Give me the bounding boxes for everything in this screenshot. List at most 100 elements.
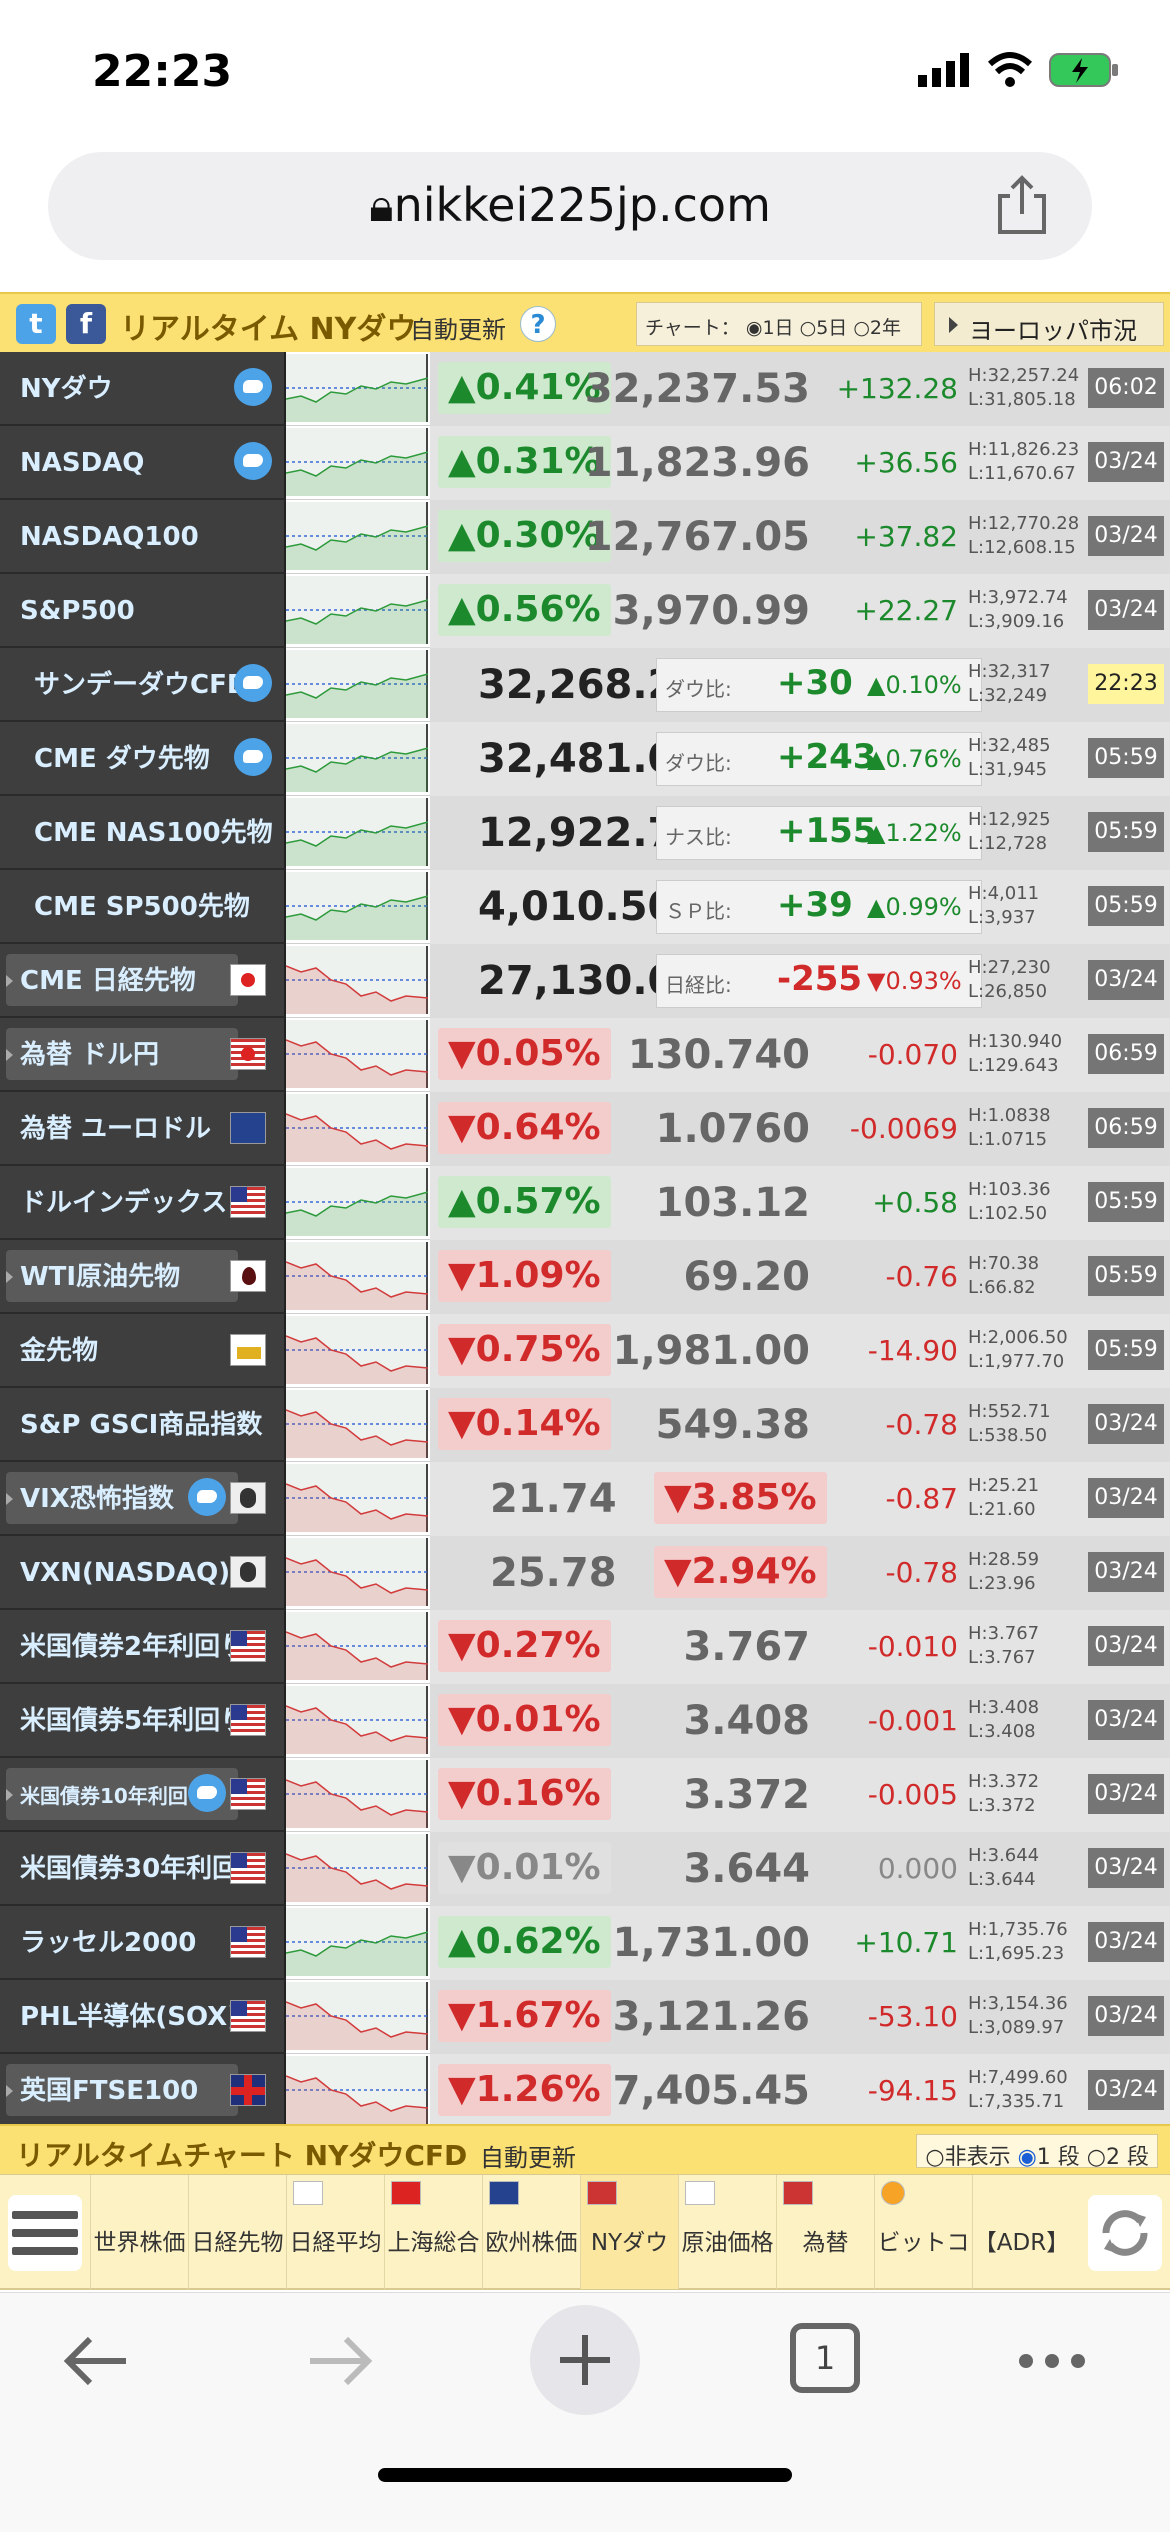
twitter-icon[interactable] <box>188 1774 226 1812</box>
sparkline-chart[interactable] <box>285 1612 429 1680</box>
quote-name-cell[interactable]: CME 日経先物 <box>0 944 286 1018</box>
quote-name-cell[interactable]: NASDAQ100 <box>0 500 286 574</box>
quote-name-cell[interactable]: CME SP500先物 <box>0 870 286 944</box>
menu-icon[interactable] <box>8 2195 82 2271</box>
sparkline-chart[interactable] <box>285 1316 429 1384</box>
quote-name-cell[interactable]: 為替 ユーロドル <box>0 1092 286 1166</box>
forward-icon[interactable] <box>304 2331 376 2391</box>
quote-name-cell[interactable]: NASDAQ <box>0 426 286 500</box>
address-bar[interactable]: 🔒︎nikkei225jp.com <box>48 152 1092 260</box>
nav-tab[interactable]: 【ADR】 <box>972 2175 1070 2289</box>
nav-tab[interactable]: 世界株価 <box>90 2175 188 2289</box>
twitter-icon[interactable]: t <box>16 304 56 344</box>
quote-row[interactable]: NYダウ ▲0.41% 32,237.53 +132.28 H:32,257.24… <box>0 352 1170 426</box>
quote-name-cell[interactable]: ドルインデックス <box>0 1166 286 1240</box>
sparkline-chart[interactable] <box>285 1686 429 1754</box>
europe-market-link[interactable]: ヨーロッパ市況 <box>934 302 1164 346</box>
quote-row[interactable]: S&P GSCI商品指数 ▼0.14% 549.38 -0.78 H:552.71… <box>0 1388 1170 1462</box>
quote-row[interactable]: CME NAS100先物 12,922.75 ナス比: +155 ▲1.22% … <box>0 796 1170 870</box>
expand-button[interactable] <box>6 1028 238 1080</box>
quote-row[interactable]: サンデーダウCFD 32,268.20 ダウ比: +30 ▲0.10% H:32… <box>0 648 1170 722</box>
quote-row[interactable]: ラッセル2000 ▲0.62% 1,731.00 +10.71 H:1,735.7… <box>0 1906 1170 1980</box>
quote-row[interactable]: VIX恐怖指数 21.74 ▼3.85% -0.87 H:25.21 L:21.60… <box>0 1462 1170 1536</box>
quote-row[interactable]: 金先物 ▼0.75% 1,981.00 -14.90 H:2,006.50 L:1,… <box>0 1314 1170 1388</box>
twitter-icon[interactable] <box>188 1478 226 1516</box>
nav-tab[interactable]: 原油価格 <box>678 2175 776 2289</box>
sparkline-chart[interactable] <box>285 1538 429 1606</box>
quote-name-cell[interactable]: ラッセル2000 <box>0 1906 286 1980</box>
sparkline-chart[interactable] <box>285 1464 429 1532</box>
quote-row[interactable]: 米国債券2年利回り ▼0.27% 3.767 -0.010 H:3.767 L:3.… <box>0 1610 1170 1684</box>
quote-name-cell[interactable]: 米国債券2年利回り <box>0 1610 286 1684</box>
share-icon[interactable] <box>992 174 1052 236</box>
quote-row[interactable]: 米国債券10年利回り ▼0.16% 3.372 -0.005 H:3.372 L:3… <box>0 1758 1170 1832</box>
radio-1row[interactable]: ◉ <box>1017 2145 1037 2170</box>
sparkline-chart[interactable] <box>285 1982 429 2050</box>
nav-tab[interactable]: 欧州株価 <box>482 2175 580 2289</box>
quote-row[interactable]: NASDAQ ▲0.31% 11,823.96 +36.56 H:11,826.2… <box>0 426 1170 500</box>
sparkline-chart[interactable] <box>285 798 429 866</box>
facebook-icon[interactable]: f <box>66 304 106 344</box>
quote-name-cell[interactable]: 金先物 <box>0 1314 286 1388</box>
quote-name-cell[interactable]: 米国債券10年利回り <box>0 1758 286 1832</box>
nav-tab[interactable]: 日経先物 <box>188 2175 286 2289</box>
sparkline-chart[interactable] <box>285 354 429 422</box>
sparkline-chart[interactable] <box>285 872 429 940</box>
quote-row[interactable]: 米国債券30年利回り ▼0.01% 3.644 0.000 H:3.644 L:3.… <box>0 1832 1170 1906</box>
quote-name-cell[interactable]: NYダウ <box>0 352 286 426</box>
quote-row[interactable]: PHL半導体(SOX) ▼1.67% 3,121.26 -53.10 H:3,15… <box>0 1980 1170 2054</box>
back-icon[interactable] <box>60 2331 132 2391</box>
sparkline-chart[interactable] <box>285 650 429 718</box>
sparkline-chart[interactable] <box>285 724 429 792</box>
sparkline-chart[interactable] <box>285 502 429 570</box>
refresh-icon[interactable] <box>1088 2195 1162 2271</box>
sparkline-chart[interactable] <box>285 1242 429 1310</box>
quote-name-cell[interactable]: WTI原油先物 <box>0 1240 286 1314</box>
sparkline-chart[interactable] <box>285 946 429 1014</box>
quote-name-cell[interactable]: S&P500 <box>0 574 286 648</box>
tabs-button[interactable]: 1 <box>790 2323 860 2393</box>
radio-5d[interactable]: ○5日 <box>799 317 848 339</box>
quote-row[interactable]: NASDAQ100 ▲0.30% 12,767.05 +37.82 H:12,77… <box>0 500 1170 574</box>
twitter-icon[interactable] <box>234 738 272 776</box>
nav-tab[interactable]: 上海総合 <box>384 2175 482 2289</box>
help-icon[interactable]: ? <box>520 306 556 342</box>
sparkline-chart[interactable] <box>285 428 429 496</box>
sparkline-chart[interactable] <box>285 1168 429 1236</box>
sparkline-chart[interactable] <box>285 576 429 644</box>
quote-row[interactable]: VXN(NASDAQ) 25.78 ▼2.94% -0.78 H:28.59 L:2… <box>0 1536 1170 1610</box>
nav-tab[interactable]: NYダウ <box>580 2175 678 2289</box>
quote-row[interactable]: WTI原油先物 ▼1.09% 69.20 -0.76 H:70.38 L:66.82… <box>0 1240 1170 1314</box>
radio-2y[interactable]: ○2年 <box>853 317 902 339</box>
quote-name-cell[interactable]: VXN(NASDAQ) <box>0 1536 286 1610</box>
quote-row[interactable]: 英国FTSE100 ▼1.26% 7,405.45 -94.15 H:7,499.… <box>0 2054 1170 2128</box>
twitter-icon[interactable] <box>234 442 272 480</box>
quote-name-cell[interactable]: CME NAS100先物 <box>0 796 286 870</box>
nav-tab[interactable]: 日経平均 <box>286 2175 384 2289</box>
sparkline-chart[interactable] <box>285 1094 429 1162</box>
twitter-icon[interactable] <box>234 368 272 406</box>
quote-row[interactable]: ドルインデックス ▲0.57% 103.12 +0.58 H:103.36 L:10… <box>0 1166 1170 1240</box>
nav-tab[interactable]: 為替 <box>776 2175 874 2289</box>
quote-row[interactable]: CME ダウ先物 32,481.00 ダウ比: +243 ▲0.76% H:32… <box>0 722 1170 796</box>
sparkline-chart[interactable] <box>285 1760 429 1828</box>
quote-row[interactable]: 為替 ユーロドル ▼0.64% 1.0760 -0.0069 H:1.0838 L:… <box>0 1092 1170 1166</box>
radio-2row[interactable]: ○2 段 <box>1086 2145 1149 2170</box>
more-icon[interactable] <box>1016 2331 1088 2391</box>
quote-name-cell[interactable]: VIX恐怖指数 <box>0 1462 286 1536</box>
quote-name-cell[interactable]: 米国債券5年利回り <box>0 1684 286 1758</box>
quote-name-cell[interactable]: S&P GSCI商品指数 <box>0 1388 286 1462</box>
sparkline-chart[interactable] <box>285 2056 429 2124</box>
quote-name-cell[interactable]: 英国FTSE100 <box>0 2054 286 2128</box>
sparkline-chart[interactable] <box>285 1390 429 1458</box>
quote-name-cell[interactable]: サンデーダウCFD <box>0 648 286 722</box>
expand-button[interactable] <box>6 2064 238 2116</box>
nav-tab[interactable]: ビットコ <box>874 2175 972 2289</box>
sparkline-chart[interactable] <box>285 1834 429 1902</box>
quote-name-cell[interactable]: 為替 ドル円 <box>0 1018 286 1092</box>
quote-name-cell[interactable]: CME ダウ先物 <box>0 722 286 796</box>
new-tab-button[interactable] <box>530 2305 640 2415</box>
quote-row[interactable]: CME 日経先物 27,130.00 日経比: -255 ▼0.93% H:27… <box>0 944 1170 1018</box>
quote-row[interactable]: CME SP500先物 4,010.50 ＳＰ比: +39 ▲0.99% H:4… <box>0 870 1170 944</box>
expand-button[interactable] <box>6 954 238 1006</box>
